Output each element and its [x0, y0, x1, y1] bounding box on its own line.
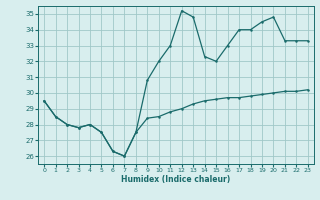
X-axis label: Humidex (Indice chaleur): Humidex (Indice chaleur): [121, 175, 231, 184]
